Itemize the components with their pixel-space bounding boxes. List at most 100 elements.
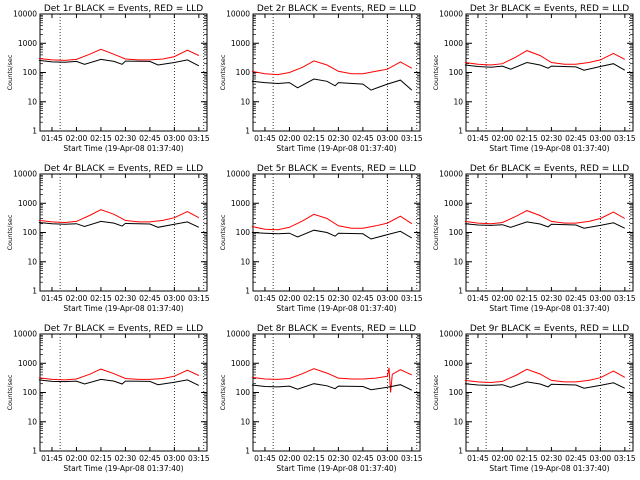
x-tick-label: 02:30 — [328, 134, 350, 143]
x-tick-label: 02:45 — [352, 134, 374, 143]
chart-title: Det 6r BLACK = Events, RED = LLD — [470, 164, 629, 174]
x-tick-label: 02:30 — [328, 294, 350, 303]
chart-panel: Det 8r BLACK = Events, RED = LLD Start Ti… — [219, 324, 423, 473]
lld-series-line — [251, 367, 413, 393]
y-tick-label: 10000 — [226, 10, 250, 19]
y-tick-label: 1 — [245, 127, 250, 136]
chart-panel: Det 4r BLACK = Events, RED = LLD Start Ti… — [6, 164, 210, 313]
y-tick-label: 10 — [27, 257, 37, 266]
y-tick-label: 1000 — [444, 199, 463, 208]
x-tick-label: 02:00 — [66, 454, 88, 463]
x-tick-label: 02:30 — [541, 294, 563, 303]
x-tick-label: 02:30 — [115, 454, 137, 463]
y-tick-label: 1 — [245, 287, 250, 296]
x-tick-label: 02:45 — [352, 454, 374, 463]
x-tick-label: 02:00 — [279, 134, 301, 143]
x-tick-label: 01:45 — [467, 134, 489, 143]
x-tick-label: 02:45 — [139, 454, 161, 463]
x-tick-label: 01:45 — [41, 454, 63, 463]
x-tick-label: 02:15 — [516, 294, 538, 303]
chart-panel: Det 7r BLACK = Events, RED = LLD Start Ti… — [6, 324, 210, 473]
events-series-line — [464, 61, 626, 71]
x-tick-label: 03:00 — [377, 134, 399, 143]
y-tick-label: 100 — [449, 68, 464, 77]
x-tick-label: 02:30 — [541, 134, 563, 143]
x-tick-label: 03:00 — [164, 294, 186, 303]
x-axis-label: Start Time (19-Apr-08 01:37:40) — [276, 304, 396, 313]
x-tick-label: 02:45 — [139, 134, 161, 143]
events-series-line — [251, 78, 413, 91]
y-axis-label: Counts/sec — [432, 214, 440, 250]
y-tick-label: 1 — [458, 447, 463, 456]
x-tick-label: 02:00 — [279, 294, 301, 303]
x-tick-label: 01:45 — [41, 134, 63, 143]
x-tick-label: 03:00 — [590, 294, 612, 303]
x-tick-label: 02:00 — [66, 134, 88, 143]
x-tick-label: 03:15 — [401, 454, 423, 463]
x-axis-label: Start Time (19-Apr-08 01:37:40) — [489, 464, 609, 473]
y-tick-label: 1000 — [18, 39, 37, 48]
x-tick-label: 03:00 — [164, 454, 186, 463]
x-tick-label: 02:15 — [90, 294, 112, 303]
y-axis-label: Counts/sec — [432, 374, 440, 410]
x-tick-label: 03:15 — [614, 454, 636, 463]
x-tick-label: 02:15 — [303, 134, 325, 143]
x-tick-label: 02:15 — [516, 134, 538, 143]
y-tick-label: 10000 — [13, 170, 37, 179]
y-tick-label: 1000 — [444, 359, 463, 368]
lld-series-line — [251, 213, 413, 231]
chart-title: Det 7r BLACK = Events, RED = LLD — [44, 324, 203, 334]
events-series-line — [38, 58, 200, 67]
y-tick-label: 10000 — [439, 330, 463, 339]
x-axis-label: Start Time (19-Apr-08 01:37:40) — [276, 144, 396, 153]
y-tick-label: 1 — [458, 287, 463, 296]
plot-frame — [39, 13, 208, 132]
y-tick-label: 100 — [449, 388, 464, 397]
y-axis-label: Counts/sec — [432, 54, 440, 90]
y-tick-label: 1 — [245, 447, 250, 456]
chart-title: Det 8r BLACK = Events, RED = LLD — [257, 324, 416, 334]
x-tick-label: 02:30 — [541, 454, 563, 463]
chart-panel: Det 9r BLACK = Events, RED = LLD Start Ti… — [432, 324, 636, 473]
events-series-line — [38, 220, 200, 228]
plot-frame — [252, 333, 421, 452]
y-tick-label: 100 — [236, 388, 251, 397]
y-tick-label: 10 — [27, 417, 37, 426]
x-tick-label: 02:15 — [303, 454, 325, 463]
x-tick-label: 02:15 — [90, 134, 112, 143]
y-tick-label: 1000 — [444, 39, 463, 48]
y-tick-label: 10000 — [439, 10, 463, 19]
x-tick-label: 01:45 — [467, 454, 489, 463]
x-tick-label: 02:45 — [565, 454, 587, 463]
y-axis-label: Counts/sec — [219, 214, 227, 250]
y-tick-label: 1000 — [231, 199, 250, 208]
y-tick-label: 10 — [240, 97, 250, 106]
events-series-line — [251, 229, 413, 240]
plot-frame — [465, 333, 634, 452]
lld-series-line — [464, 210, 626, 225]
y-tick-label: 1000 — [18, 359, 37, 368]
lld-series-line — [251, 60, 413, 76]
y-tick-label: 100 — [236, 68, 251, 77]
x-tick-label: 03:15 — [401, 294, 423, 303]
events-series-line — [464, 381, 626, 389]
plot-frame — [39, 173, 208, 292]
y-tick-label: 10000 — [439, 170, 463, 179]
x-tick-label: 02:00 — [492, 134, 514, 143]
x-tick-label: 02:15 — [303, 294, 325, 303]
x-tick-label: 01:45 — [467, 294, 489, 303]
x-tick-label: 03:15 — [614, 294, 636, 303]
y-tick-label: 10 — [453, 417, 463, 426]
x-tick-label: 02:30 — [115, 294, 137, 303]
chart-title: Det 5r BLACK = Events, RED = LLD — [257, 164, 416, 174]
chart-panel: Det 3r BLACK = Events, RED = LLD Start Ti… — [432, 4, 636, 153]
y-tick-label: 1000 — [231, 39, 250, 48]
x-tick-label: 03:15 — [188, 294, 210, 303]
x-tick-label: 03:00 — [590, 454, 612, 463]
x-axis-label: Start Time (19-Apr-08 01:37:40) — [63, 464, 183, 473]
y-tick-label: 10000 — [13, 10, 37, 19]
x-tick-label: 03:15 — [188, 454, 210, 463]
x-tick-label: 01:45 — [254, 294, 276, 303]
y-tick-label: 100 — [23, 68, 38, 77]
events-series-line — [38, 378, 200, 386]
